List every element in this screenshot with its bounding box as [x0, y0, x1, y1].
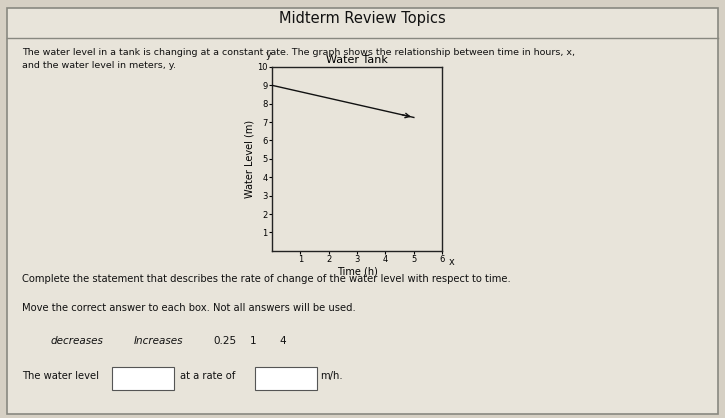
- X-axis label: Time (h): Time (h): [336, 267, 378, 277]
- Text: The water level: The water level: [22, 371, 99, 381]
- Text: The water level in a tank is changing at a constant rate. The graph shows the re: The water level in a tank is changing at…: [22, 48, 575, 57]
- Text: 0.25: 0.25: [214, 336, 237, 346]
- Text: Complete the statement that describes the rate of change of the water level with: Complete the statement that describes th…: [22, 274, 510, 284]
- Text: Midterm Review Topics: Midterm Review Topics: [279, 11, 446, 26]
- Text: at a rate of: at a rate of: [180, 371, 235, 381]
- Title: Water Tank: Water Tank: [326, 55, 388, 65]
- Text: decreases: decreases: [51, 336, 104, 346]
- Text: y: y: [265, 49, 271, 59]
- Bar: [112, 367, 174, 390]
- Text: Increases: Increases: [134, 336, 183, 346]
- FancyBboxPatch shape: [7, 8, 718, 414]
- Bar: [255, 367, 317, 390]
- Text: 4: 4: [279, 336, 286, 346]
- Text: x: x: [449, 257, 455, 267]
- Text: Move the correct answer to each box. Not all answers will be used.: Move the correct answer to each box. Not…: [22, 303, 355, 313]
- Text: and the water level in meters, y.: and the water level in meters, y.: [22, 61, 175, 70]
- Text: m/h.: m/h.: [320, 371, 343, 381]
- Text: 1: 1: [250, 336, 257, 346]
- Y-axis label: Water Level (m): Water Level (m): [244, 120, 254, 198]
